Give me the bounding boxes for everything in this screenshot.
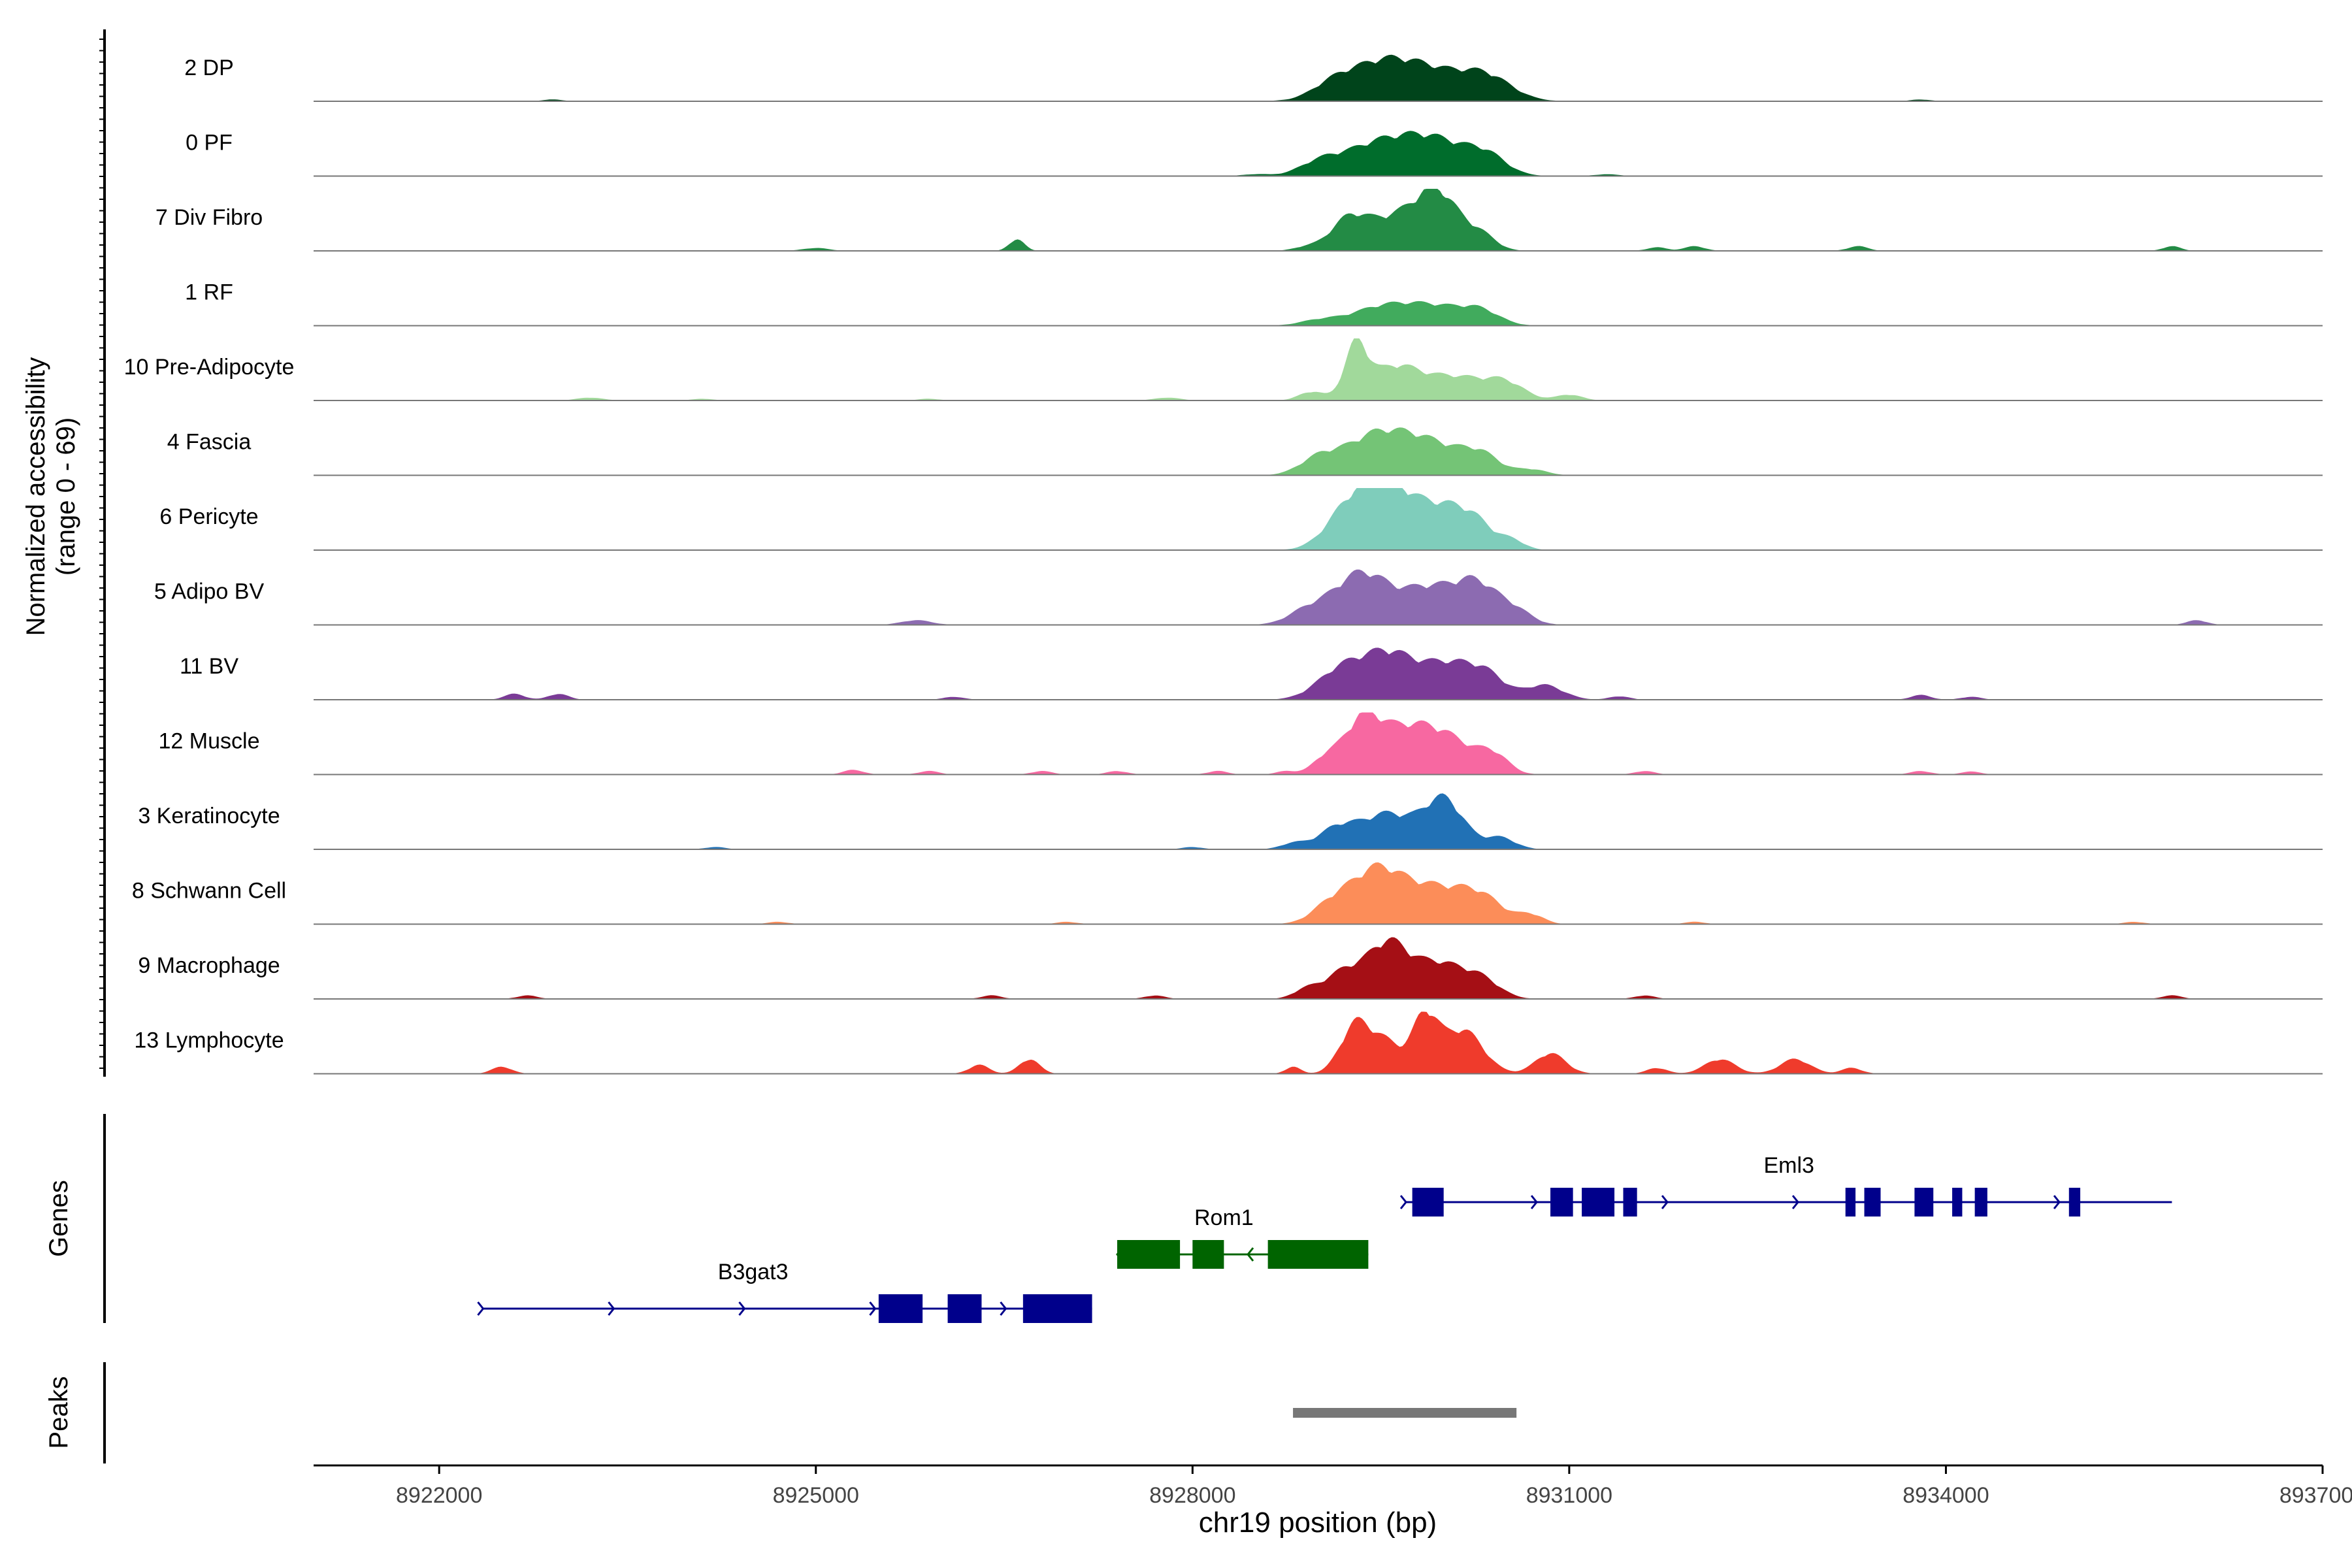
- y-axis-label-line1: Normalized accessibility: [22, 357, 50, 636]
- track-signal: [314, 54, 2323, 101]
- track-label: 6 Pericyte: [159, 504, 258, 529]
- track-label: 7 Div Fibro: [155, 205, 263, 230]
- gene-exon: [1952, 1188, 1963, 1217]
- x-tick-label: 8925000: [773, 1483, 859, 1508]
- accessibility-y-axis: [99, 29, 106, 1077]
- track-signal: [314, 488, 2323, 550]
- strand-arrow: [1000, 1301, 1007, 1316]
- track-label: 11 BV: [180, 654, 238, 679]
- track-8: 5 Adipo BV: [154, 569, 2323, 626]
- strand-arrow: [608, 1301, 615, 1316]
- accessibility-tracks: 2 DP 0 PF 7 Div Fibro 1 RF 10 Pre-Adipocyte 4…: [124, 54, 2323, 1075]
- track-14: 13 Lymphocyte: [134, 1011, 2323, 1075]
- track-12: 8 Schwann Cell: [132, 862, 2323, 925]
- gene-exon: [1550, 1188, 1573, 1217]
- track-13: 9 Macrophage: [138, 937, 2323, 1000]
- track-label: 2 DP: [184, 56, 234, 80]
- strand-arrow: [1399, 1195, 1407, 1209]
- x-tick-label: 8928000: [1149, 1483, 1235, 1508]
- track-6: 4 Fascia: [167, 427, 2323, 476]
- gene-label: Eml3: [1763, 1153, 1814, 1178]
- track-label: 3 Keratinocyte: [138, 804, 280, 828]
- track-label: 13 Lymphocyte: [134, 1028, 284, 1053]
- gene-exon: [1412, 1188, 1444, 1217]
- gene-exon: [1582, 1188, 1615, 1217]
- track-signal: [314, 1011, 2323, 1074]
- track-2: 0 PF: [186, 131, 2323, 177]
- gene-label: Rom1: [1194, 1205, 1254, 1230]
- track-signal: [314, 427, 2323, 476]
- peaks-panel-label: Peaks: [44, 1376, 73, 1448]
- track-signal: [314, 131, 2323, 176]
- genes-panel: Genes B3gat3 Rom1 Eml3: [44, 1114, 2172, 1323]
- y-axis-label-line2: (range 0 - 69): [52, 417, 80, 576]
- track-label: 9 Macrophage: [138, 953, 280, 978]
- track-label: 10 Pre-Adipocyte: [124, 355, 295, 380]
- track-5: 10 Pre-Adipocyte: [124, 338, 2323, 401]
- track-signal: [314, 793, 2323, 849]
- strand-arrow: [1661, 1195, 1669, 1209]
- track-signal: [314, 189, 2323, 251]
- gene-exon: [1117, 1240, 1181, 1269]
- peak-region: [1293, 1408, 1517, 1418]
- strand-arrow: [2053, 1195, 2061, 1209]
- track-label: 0 PF: [186, 131, 233, 155]
- strand-arrow: [869, 1301, 877, 1316]
- gene-exon: [1864, 1188, 1881, 1217]
- gene-exon: [1914, 1188, 1934, 1217]
- x-axis-label: chr19 position (bp): [1199, 1507, 1437, 1539]
- strand-arrow: [1530, 1195, 1538, 1209]
- track-signal: [314, 862, 2323, 924]
- track-signal: [314, 338, 2323, 400]
- track-4: 1 RF: [185, 280, 2323, 327]
- x-tick-label: 8937000: [2279, 1483, 2352, 1508]
- genes-panel-label: Genes: [44, 1180, 73, 1257]
- x-tick-label: 8934000: [1903, 1483, 1989, 1508]
- gene-exon: [1267, 1240, 1369, 1269]
- track-signal: [314, 937, 2323, 999]
- strand-arrow: [477, 1301, 485, 1316]
- gene-exon: [1022, 1294, 1092, 1323]
- gene-exon: [1845, 1188, 1856, 1217]
- x-tick-label: 8922000: [396, 1483, 482, 1508]
- gene-exon: [2068, 1188, 2081, 1217]
- track-signal: [314, 569, 2323, 625]
- track-label: 8 Schwann Cell: [132, 879, 286, 904]
- gene-exon: [1192, 1240, 1224, 1269]
- x-axis: 8922000 8925000 8928000 8931000 8934000 89370…: [314, 1464, 2352, 1508]
- track-1: 2 DP: [184, 54, 2323, 102]
- track-signal: [314, 712, 2323, 775]
- gene-label: B3gat3: [718, 1260, 789, 1284]
- track-label: 5 Adipo BV: [154, 580, 265, 604]
- gene-Rom1: Rom1: [1116, 1205, 1369, 1269]
- gene-exon: [947, 1294, 982, 1323]
- strand-arrow: [1791, 1195, 1799, 1209]
- track-10: 12 Muscle: [159, 712, 2323, 776]
- strand-arrow: [738, 1301, 746, 1316]
- peaks-panel: Peaks: [44, 1362, 1517, 1463]
- track-label: 1 RF: [185, 280, 233, 305]
- track-7: 6 Pericyte: [159, 488, 2323, 551]
- track-9: 11 BV: [180, 647, 2323, 700]
- gene-exon: [1623, 1188, 1637, 1217]
- track-label: 4 Fascia: [167, 430, 252, 455]
- x-tick-label: 8931000: [1526, 1483, 1612, 1508]
- track-3: 7 Div Fibro: [155, 189, 2323, 252]
- gene-B3gat3: B3gat3: [477, 1260, 1092, 1323]
- track-signal: [314, 647, 2323, 700]
- track-11: 3 Keratinocyte: [138, 793, 2323, 850]
- gene-exon: [1974, 1188, 1987, 1217]
- track-label: 12 Muscle: [159, 729, 260, 754]
- track-signal: [314, 301, 2323, 326]
- gene-Eml3: Eml3: [1399, 1153, 2172, 1217]
- gene-exon: [878, 1294, 923, 1323]
- strand-arrow: [1247, 1247, 1254, 1262]
